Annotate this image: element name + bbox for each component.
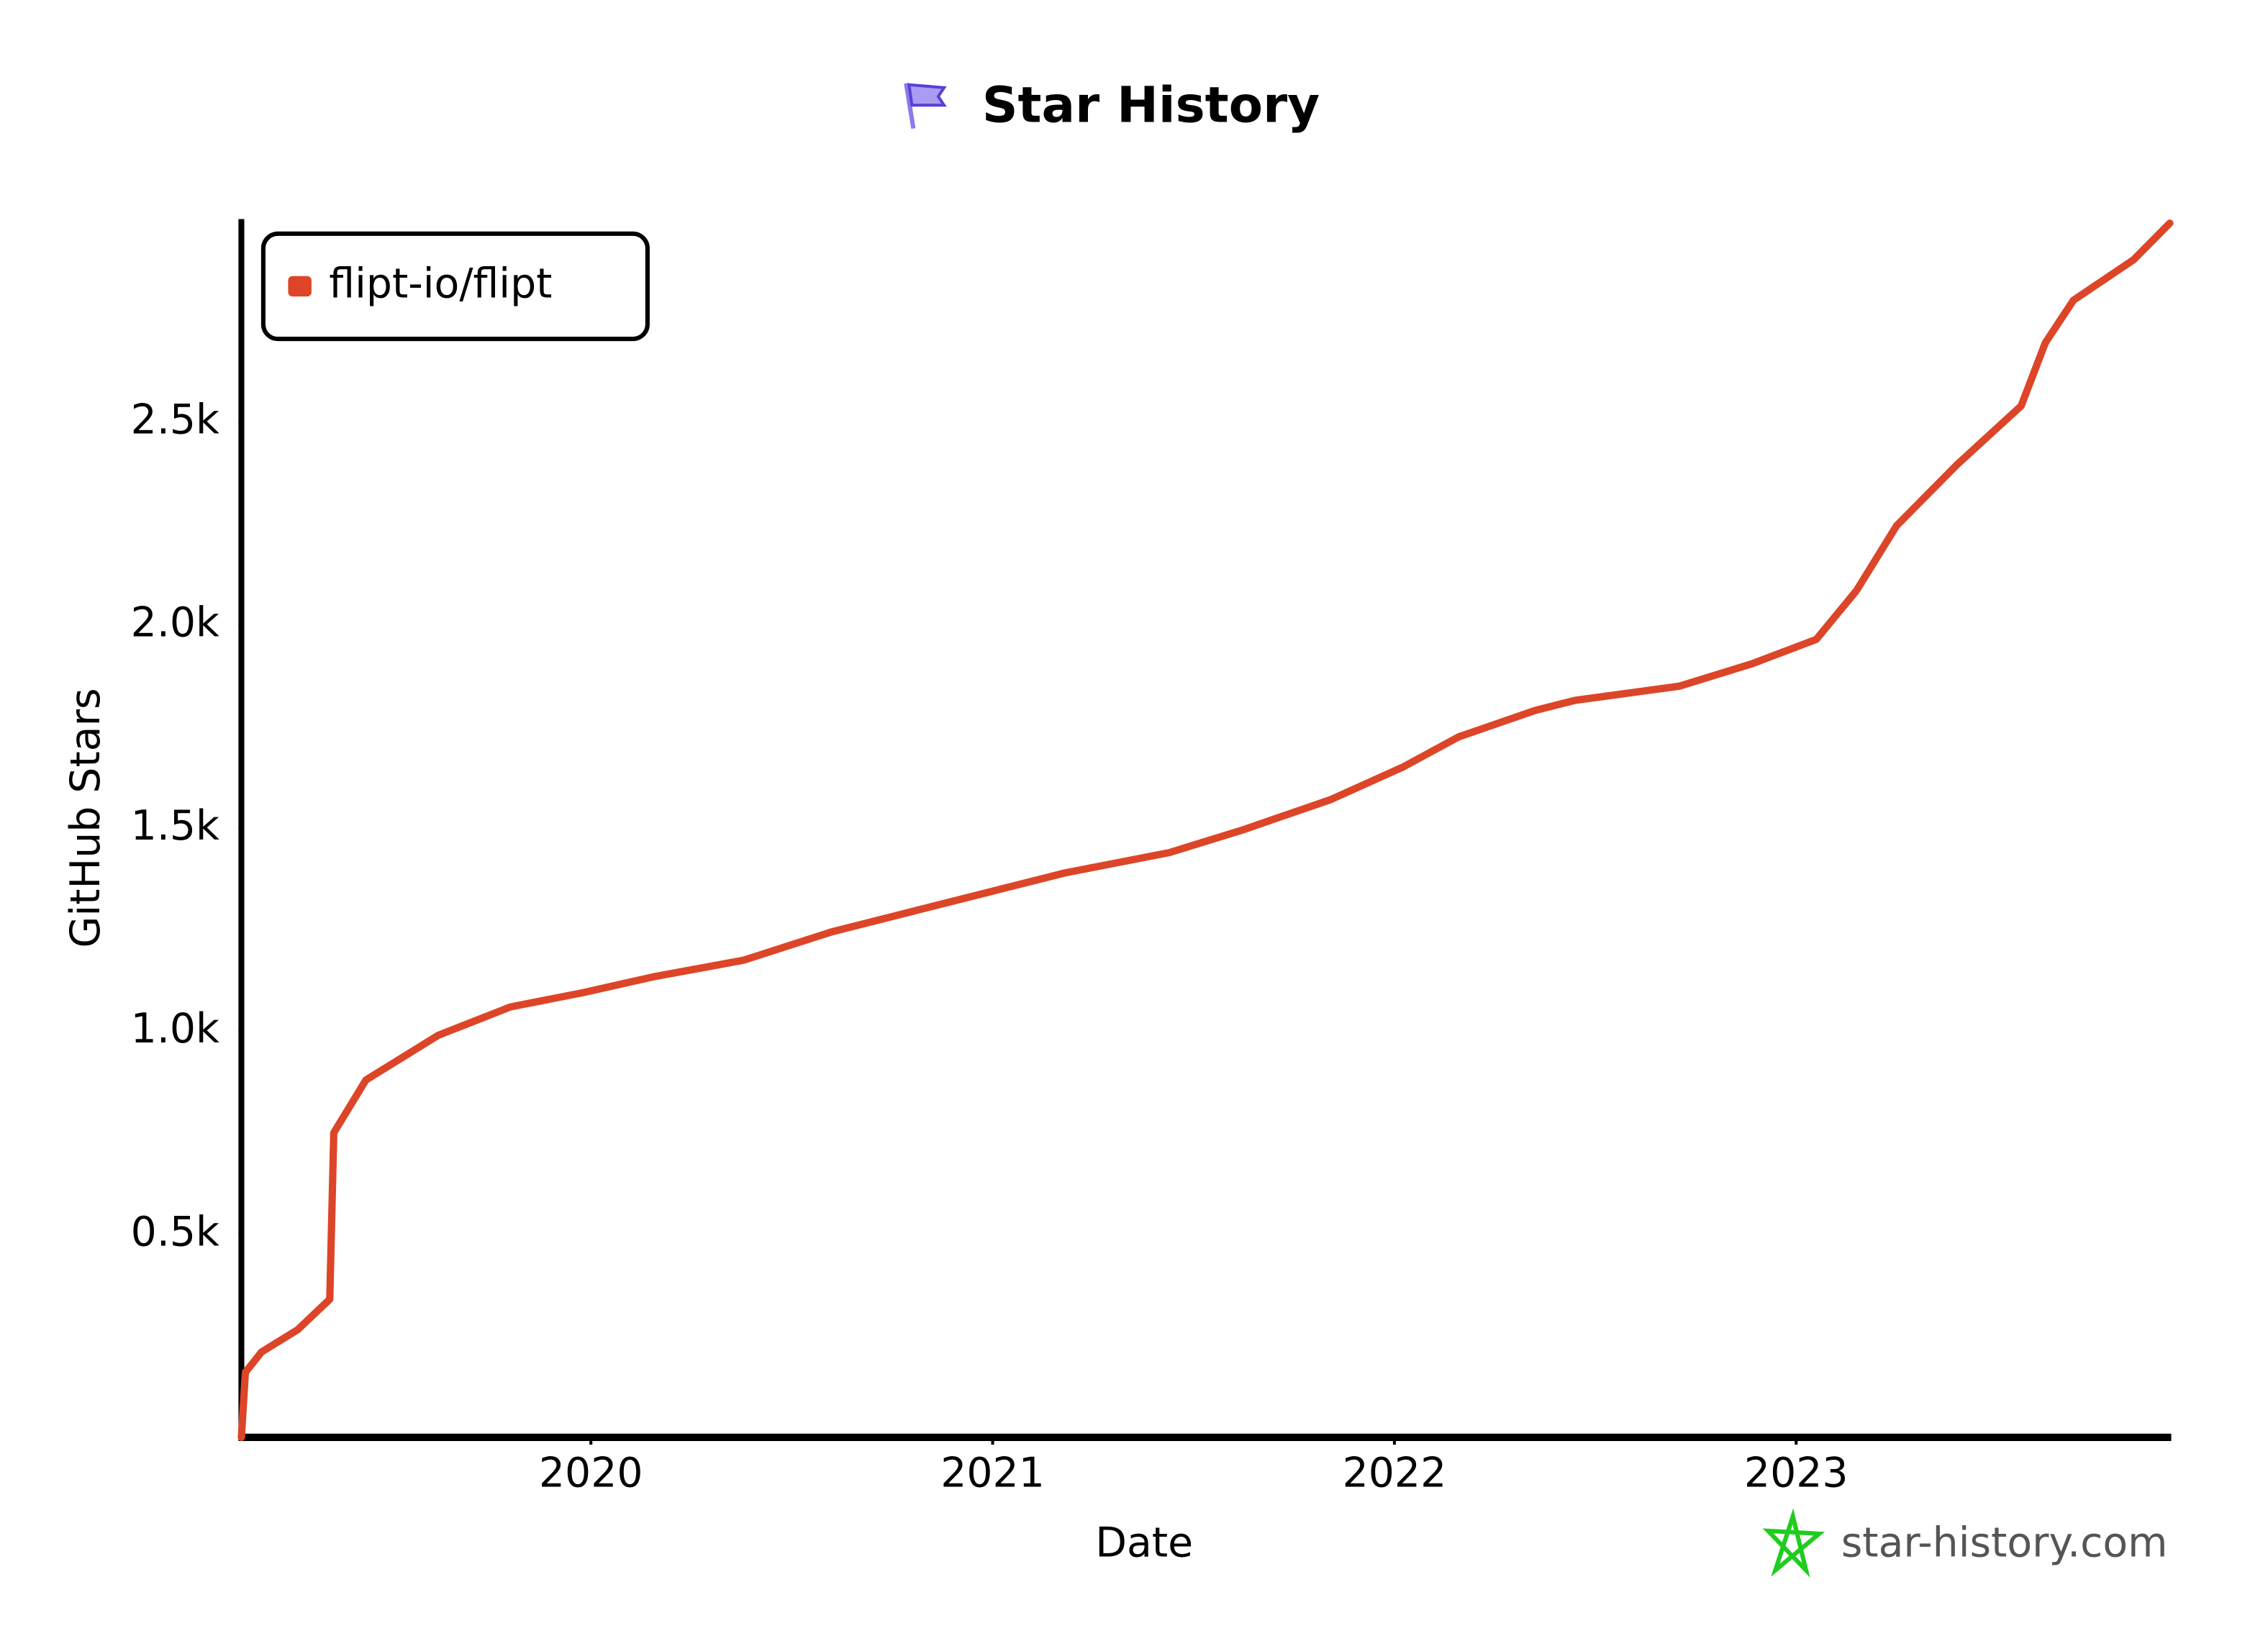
x-axis-label: Date [1095,1519,1193,1567]
legend-swatch [288,276,312,297]
y-tick-label: 1.5k [131,802,219,850]
y-tick-label: 2.0k [131,599,219,647]
y-tick-label: 1.0k [131,1005,219,1053]
x-tick-label: 2020 [539,1449,643,1496]
title-icon [904,83,947,129]
x-tick-label: 2021 [940,1449,1045,1496]
y-tick-label: 0.5k [131,1208,219,1255]
legend-box [260,231,650,342]
x-tick-label: 2022 [1343,1449,1447,1496]
y-axis-label: GitHub Stars [62,688,109,947]
line-series [237,219,2174,1441]
watermark-icon [1762,1508,1825,1578]
y-tick-label: 2.5k [131,396,219,443]
x-tick-label: 2023 [1744,1449,1849,1496]
legend-label: flipt-io/flipt [329,260,552,308]
chart-title: Star History [982,76,1320,134]
watermark: star-history.com [1841,1519,2168,1567]
